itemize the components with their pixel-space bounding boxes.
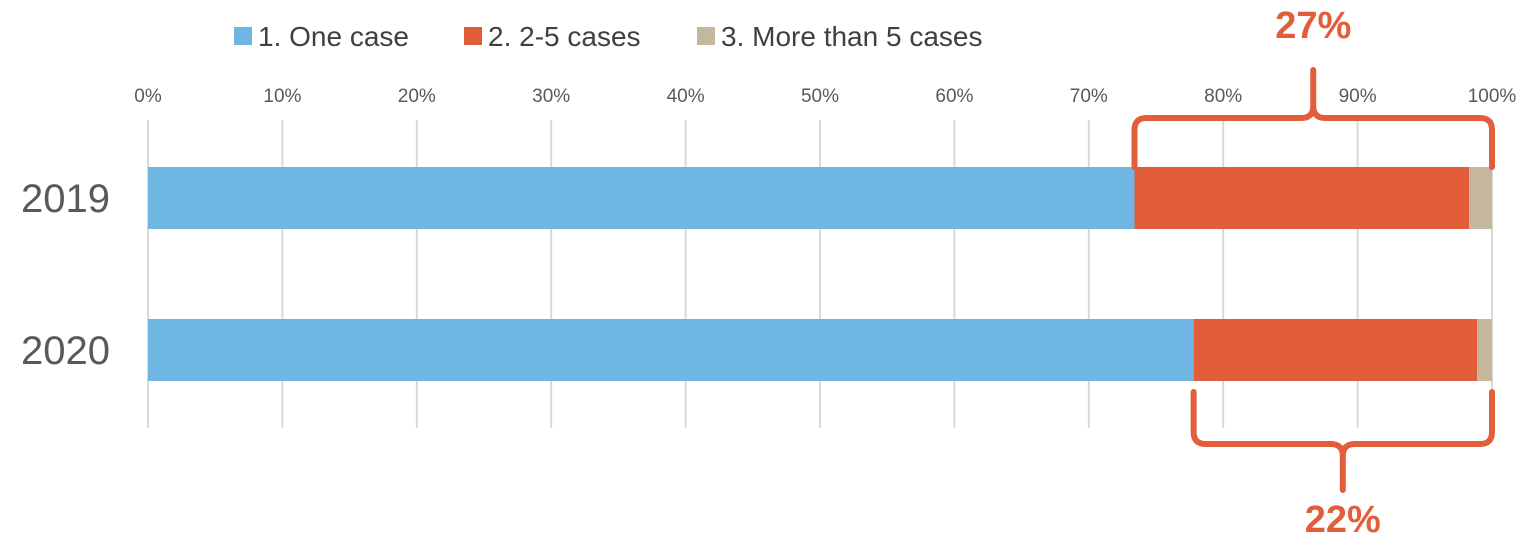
x-tick-label: 60% [935, 86, 973, 107]
gridlines [147, 120, 1493, 428]
x-tick-label: 70% [1070, 86, 1108, 107]
bar-segment [1469, 167, 1492, 229]
category-label: 2019 [21, 177, 110, 221]
x-axis-ticks: 0% 10% 20% 30% 40% 50% 60% 70% 80% 90% 100% [134, 86, 1516, 107]
legend: 1. One case 2. 2-5 cases 3. More than 5 ca… [234, 21, 982, 52]
legend-swatch [464, 27, 482, 45]
bar-segment [148, 319, 1194, 381]
annotation-brace [1131, 67, 1495, 170]
x-tick-label: 20% [398, 86, 436, 107]
legend-label: 3. More than 5 cases [721, 21, 982, 52]
x-tick-label: 90% [1339, 86, 1377, 107]
x-tick-label: 30% [532, 86, 570, 107]
x-tick-label: 40% [667, 86, 705, 107]
bars [148, 167, 1492, 381]
x-tick-label: 10% [263, 86, 301, 107]
legend-swatch [697, 27, 715, 45]
x-tick-label: 0% [134, 86, 162, 107]
annotation-label: 27% [1275, 5, 1351, 47]
x-tick-label: 100% [1468, 86, 1517, 107]
annotation-brace [1190, 389, 1495, 493]
legend-label: 2. 2-5 cases [488, 21, 641, 52]
annotations: 27% 22% [1131, 5, 1495, 537]
bar-segment [1134, 167, 1470, 229]
bar-segment [148, 167, 1135, 229]
legend-swatch [234, 27, 252, 45]
x-tick-label: 50% [801, 86, 839, 107]
bar-segment [1193, 319, 1478, 381]
bar-segment [1477, 319, 1492, 381]
annotation-label: 22% [1305, 499, 1381, 537]
x-tick-label: 80% [1204, 86, 1242, 107]
legend-label: 1. One case [258, 21, 409, 52]
category-label: 2020 [21, 329, 110, 373]
category-labels: 2019 2020 [21, 177, 110, 373]
